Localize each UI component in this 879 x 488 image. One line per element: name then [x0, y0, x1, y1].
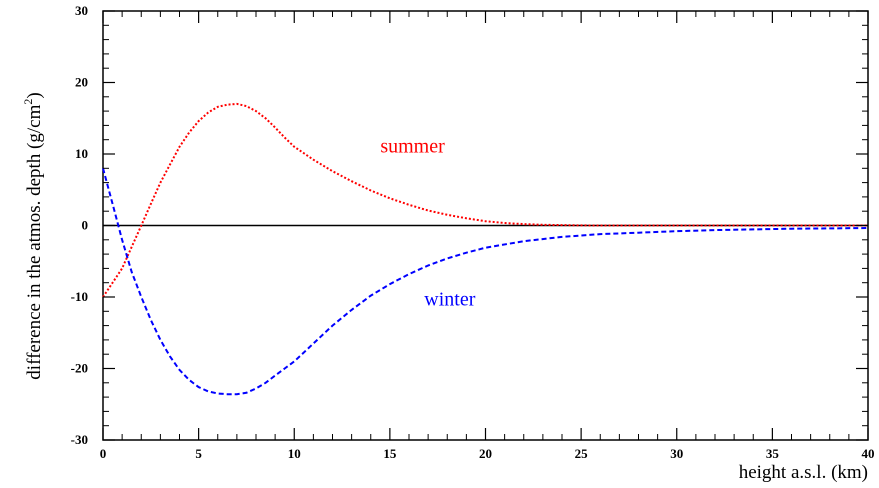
series-line-summer: [103, 104, 868, 297]
y-tick-label: 20: [75, 75, 88, 90]
y-tick-label: 30: [75, 3, 88, 18]
y-axis-label-main: difference in the atmos. depth (g/cm: [24, 104, 45, 379]
x-tick-label: 25: [575, 446, 589, 461]
y-tick-label: -20: [71, 361, 88, 376]
y-axis-label-suffix: ): [24, 92, 45, 98]
label-layer: height a.s.l. (km) difference in the atm…: [21, 92, 868, 483]
y-tick-label: -30: [71, 432, 88, 447]
series-line-winter: [103, 168, 868, 394]
x-tick-label: 30: [670, 446, 683, 461]
y-tick-label: 0: [82, 218, 89, 233]
x-tick-label: 40: [862, 446, 875, 461]
x-tick-label: 5: [195, 446, 202, 461]
x-tick-label: 0: [100, 446, 107, 461]
y-tick-label: -10: [71, 289, 88, 304]
y-tick-label: 10: [75, 146, 88, 161]
series-layer: [103, 104, 868, 394]
x-tick-label: 20: [479, 446, 492, 461]
series-label-summer: summer: [380, 136, 445, 158]
series-label-winter: winter: [424, 289, 475, 311]
x-tick-label: 10: [288, 446, 301, 461]
x-tick-label: 35: [766, 446, 780, 461]
x-axis-label: height a.s.l. (km): [739, 462, 868, 483]
tick-layer: 0 5 10 15 20 25 30 35 40 -30 -20 -10 0 10 20 30: [71, 3, 875, 461]
x-tick-label: 15: [383, 446, 397, 461]
y-axis-label: difference in the atmos. depth (g/cm2): [21, 92, 45, 379]
